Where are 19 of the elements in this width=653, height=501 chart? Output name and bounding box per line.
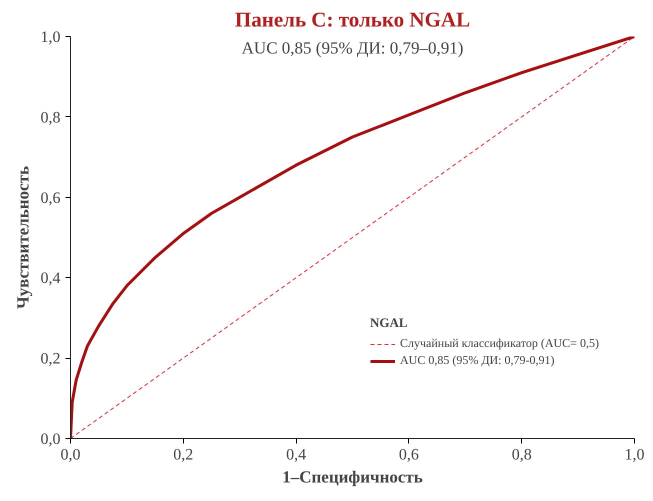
y-axis-title: Чувствительность (14, 166, 32, 309)
x-tick-label: 0,0 (60, 446, 80, 464)
y-tick-label: 0,2 (40, 350, 60, 368)
x-tick-label: 0,2 (173, 446, 194, 464)
chart-title: Панель C: только NGAL (234, 8, 470, 32)
y-tick-label: 1,0 (40, 29, 60, 46)
x-tick-label: 0,8 (512, 446, 532, 464)
y-tick-label: 0,8 (40, 109, 60, 126)
y-tick-label: 0,4 (40, 270, 60, 288)
legend-label: AUC 0,85 (95% ДИ: 0,79-0,91) (400, 353, 555, 368)
chart-subtitle: AUC 0,85 (95% ДИ: 0,79–0,91) (242, 38, 464, 58)
x-tick-label: 0,6 (398, 446, 419, 464)
legend-title: NGAL (370, 315, 409, 331)
y-tick-label: 0,6 (40, 190, 60, 207)
legend-label: Случайный классификатор (AUC= 0,5) (400, 336, 599, 351)
y-tick-label: 0,0 (40, 431, 60, 448)
x-axis-title: 1–Специфичность (282, 468, 423, 486)
x-tick-label: 1,0 (624, 446, 644, 464)
x-tick-label: 0,4 (286, 446, 306, 464)
